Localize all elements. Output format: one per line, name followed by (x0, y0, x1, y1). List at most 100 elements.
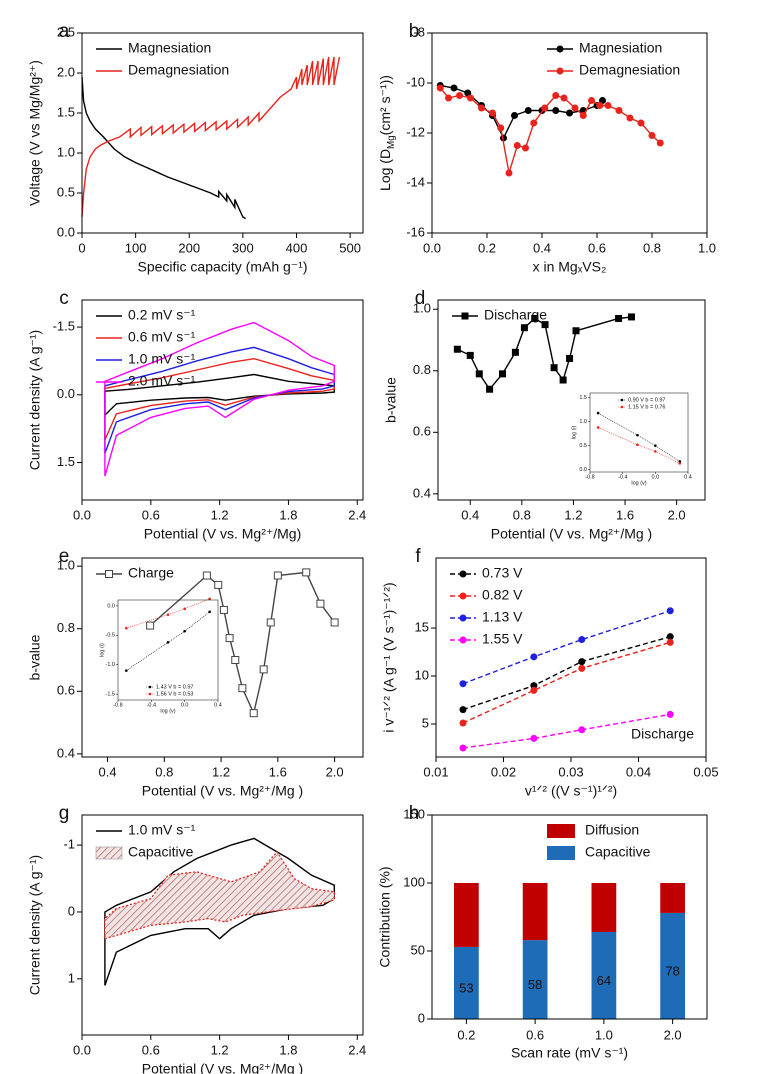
x-tick-label: -0.8 (113, 702, 122, 708)
x-tick-label: 2.4 (348, 507, 366, 522)
label-part: Log (D (377, 149, 393, 191)
marker (678, 460, 682, 463)
legend-label: 1.43 V b = 0.97 (156, 684, 193, 690)
marker (604, 102, 612, 109)
x-tick-label: 0.0 (73, 507, 91, 522)
marker (556, 67, 564, 75)
panel-letter: h (409, 803, 420, 824)
x-tick-label: 2.4 (348, 1042, 366, 1057)
marker (572, 327, 580, 335)
y-axis-label: Current density (A g⁻¹) (27, 330, 43, 470)
y-axis-label: log (i) (571, 425, 577, 439)
y-axis-label: b-value (383, 377, 399, 423)
marker (459, 706, 467, 714)
marker (459, 614, 467, 622)
plot-frame (81, 814, 364, 1036)
x-tick-label: -0.4 (618, 474, 627, 480)
y-tick-label: 0.4 (57, 745, 75, 760)
x-tick-label: 400 (286, 240, 308, 255)
marker (666, 638, 674, 646)
marker (436, 84, 444, 92)
y-tick-label: -1.0 (106, 662, 115, 668)
series-line (462, 641, 671, 724)
marker (571, 104, 579, 112)
x-tick-label: 1.2 (564, 507, 582, 522)
y-tick-label: 0.4 (413, 485, 431, 500)
y-tick-label: -10 (406, 74, 425, 89)
marker (637, 119, 645, 127)
bar-segment (591, 883, 617, 932)
legend-swatch (95, 846, 123, 860)
y-tick-label: 1 (68, 970, 75, 985)
x-tick-label: 200 (178, 240, 200, 255)
marker (678, 462, 682, 465)
series-line (126, 598, 210, 629)
x-axis-label: Potential (V vs. Mg²⁺/Mg) (144, 526, 302, 542)
bar-segment (454, 946, 479, 1019)
series-line (462, 713, 671, 749)
marker (266, 618, 275, 627)
x-tick-label: 0.05 (693, 764, 718, 779)
marker (636, 433, 639, 437)
y-tick-label: 0 (68, 903, 75, 918)
marker (530, 682, 538, 690)
legend-label: 1.56 V b = 0.53 (156, 691, 193, 697)
marker (654, 444, 657, 447)
y-tick-label: 1.5 (57, 454, 75, 469)
y-tick-label: -0.5 (106, 633, 115, 639)
data-label: 53 (459, 980, 473, 995)
x-tick-label: 0.0 (423, 240, 441, 255)
x-axis-label: log (v) (160, 708, 175, 714)
x-tick-label: 0.6 (142, 507, 160, 522)
legend-label: Magnesiation (579, 40, 662, 56)
y-tick-label: 1.0 (57, 558, 75, 573)
x-axis-label: x in MgₓVS₂ (533, 259, 607, 275)
legend-label: 1.0 mV s⁻¹ (128, 351, 196, 367)
marker (513, 142, 521, 149)
marker (578, 658, 586, 666)
marker (556, 45, 564, 53)
legend-label: Charge (128, 565, 174, 581)
marker (125, 669, 128, 672)
bar-segment (454, 883, 479, 947)
label-part: (cm² s⁻¹)) (377, 75, 393, 135)
x-tick-label: 0.4 (99, 764, 117, 779)
y-tick-label: 0.8 (413, 362, 431, 377)
series-line (598, 412, 680, 462)
x-tick-label: 1.2 (211, 1042, 229, 1057)
legend-swatch (547, 824, 575, 838)
x-tick-label: 0.4 (533, 240, 551, 255)
marker (666, 633, 674, 641)
legend-label: 1.0 mV s⁻¹ (128, 822, 196, 838)
x-tick-label: 0.0 (73, 1042, 91, 1057)
marker (578, 636, 586, 644)
marker (461, 312, 469, 320)
data-label: 78 (665, 963, 679, 978)
marker (636, 443, 639, 447)
x-tick-label: 0.04 (626, 764, 651, 779)
marker (560, 94, 568, 102)
marker (511, 348, 519, 356)
data-label: 64 (597, 973, 611, 988)
marker (459, 744, 467, 752)
series-line (126, 611, 210, 671)
y-tick-label: -12 (406, 124, 425, 139)
y-axis-label: i v⁻¹ᐟ² (A g⁻¹ (V s⁻¹)⁻¹ᐟ²) (381, 582, 397, 732)
marker (225, 634, 234, 643)
marker (627, 313, 635, 321)
y-tick-label: 0.0 (57, 224, 75, 239)
y-tick-label: 1.0 (413, 301, 431, 316)
marker (183, 629, 186, 633)
plot-frame (437, 299, 706, 501)
legend-label: Demagnesiation (128, 62, 229, 78)
y-tick-label: 0.0 (579, 467, 587, 473)
marker (497, 124, 505, 132)
marker (146, 621, 155, 630)
y-tick-label: 0.5 (57, 184, 75, 199)
x-tick-label: 0.2 (478, 240, 496, 255)
x-tick-label: 1.0 (698, 240, 716, 255)
marker (648, 132, 656, 139)
y-tick-label: 150 (403, 806, 425, 821)
panel-letter: d (415, 288, 426, 309)
marker (166, 613, 170, 617)
